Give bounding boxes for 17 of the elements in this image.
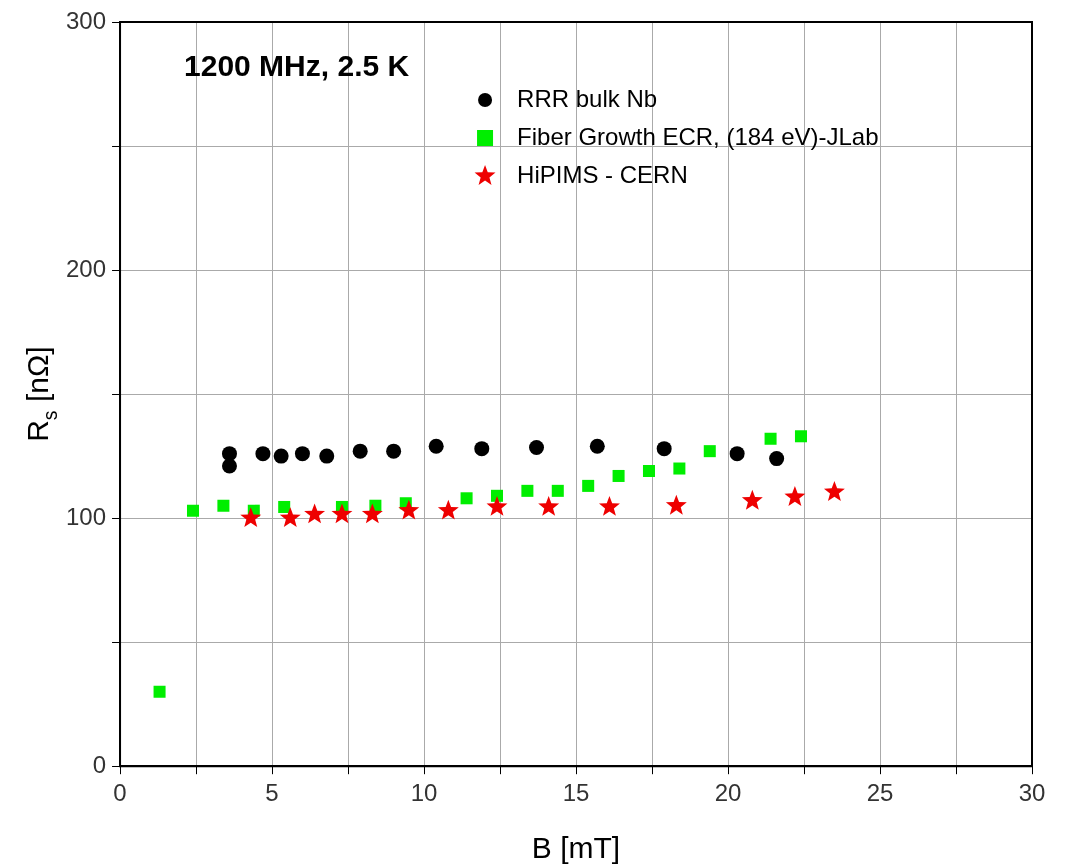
legend-label: HiPIMS - CERN	[517, 160, 688, 188]
y-tick-label: 200	[66, 254, 107, 282]
y-tick-label: 0	[92, 750, 107, 778]
x-tick-label: 30	[1018, 779, 1046, 807]
x-tick-label: 20	[714, 779, 742, 807]
y-tick-label: 300	[66, 6, 107, 34]
x-tick-label: 5	[265, 779, 279, 807]
x-tick-label: 25	[866, 779, 894, 807]
text: 1200 MHz, 2.5 K	[184, 49, 410, 82]
x-tick-label: 15	[562, 779, 590, 807]
y-axis-title: Rs [nΩ]	[21, 346, 61, 442]
x-tick-label: 10	[410, 779, 438, 807]
x-axis-title: B [mT]	[531, 831, 621, 864]
x-tick-label: 0	[113, 779, 127, 807]
legend-label: Fiber Growth ECR, (184 eV)-JLab	[517, 122, 879, 150]
y-tick-label: 100	[66, 502, 107, 530]
legend-label: RRR bulk Nb	[517, 84, 658, 112]
